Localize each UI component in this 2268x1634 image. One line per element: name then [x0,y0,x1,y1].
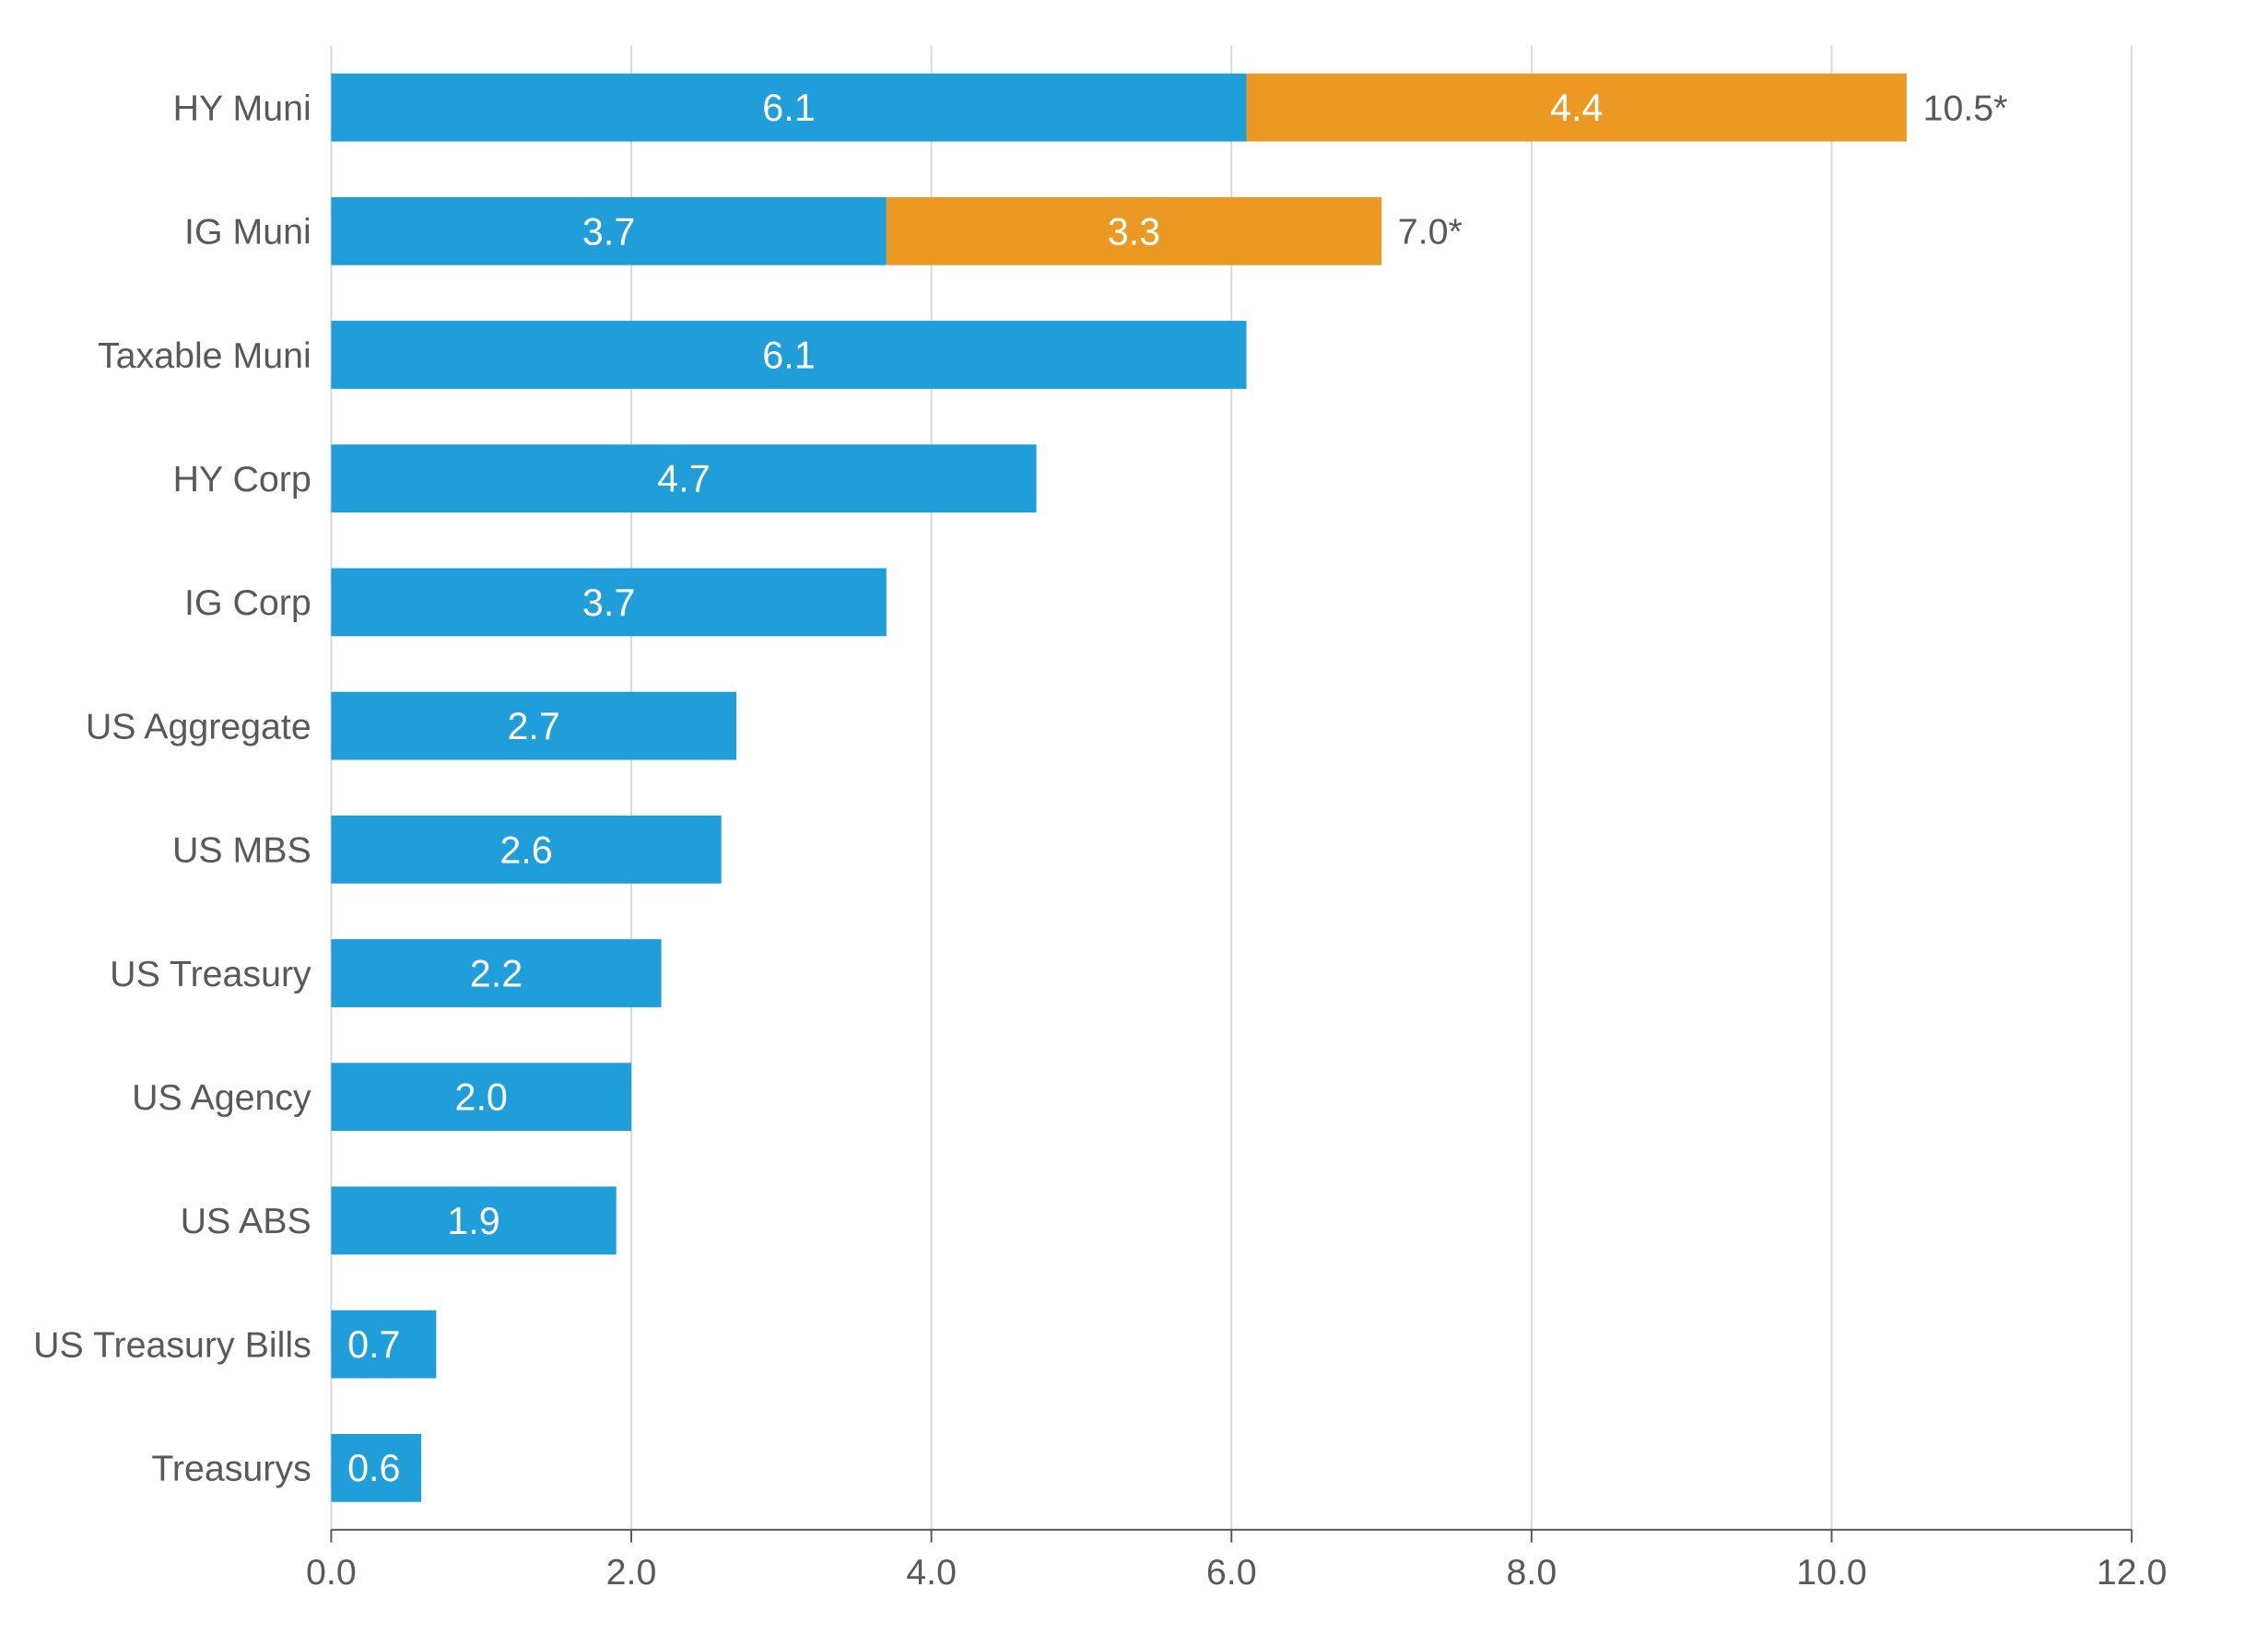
x-tick-label: 2.0 [606,1552,657,1593]
bar-value-label-primary: 2.6 [499,829,552,871]
category-label: US Treasury Bills [33,1324,311,1365]
x-tick-label: 6.0 [1206,1552,1257,1593]
bar-total-label: 10.5* [1923,88,2008,128]
bar-value-label-secondary: 4.4 [1550,87,1603,129]
category-label: HY Muni [173,88,311,128]
bar-value-label-primary: 3.7 [582,210,635,253]
bar-value-label-primary: 6.1 [762,334,815,376]
x-tick-label: 12.0 [2097,1552,2168,1593]
category-label: HY Corp [173,459,311,500]
chart-svg: 0.0 2.0 4.0 6.0 8.0 10.0 12.0 HY Muni 6.1 4.4 10.5… [18,18,2250,1616]
category-label: Taxable Muni [98,335,311,376]
bar-value-label-primary: 1.9 [447,1200,499,1242]
category-label: US Treasury [110,954,311,994]
bar-value-label-primary: 2.7 [507,705,559,747]
x-tick-label: 10.0 [1796,1552,1867,1593]
category-label: IG Muni [184,212,311,253]
bar-value-label-primary: 2.2 [470,952,523,994]
bar-chart: 0.0 2.0 4.0 6.0 8.0 10.0 12.0 HY Muni 6.1 4.4 10.5… [18,18,2250,1616]
bar-value-label-secondary: 3.3 [1108,210,1160,253]
x-tick-label: 0.0 [306,1552,357,1593]
bar-value-label-primary: 0.7 [347,1323,400,1366]
category-label: IG Corp [184,582,311,623]
bar-value-label-primary: 2.0 [454,1076,507,1119]
bar-value-label-primary: 0.6 [347,1447,400,1489]
category-label: US ABS [181,1201,311,1241]
bar-value-label-primary: 6.1 [762,87,815,129]
category-label: US MBS [172,830,311,871]
x-tick-label: 4.0 [906,1552,957,1593]
bar-value-label-primary: 3.7 [582,582,635,624]
category-label: US Agency [132,1077,311,1118]
bar-value-label-primary: 4.7 [657,458,710,500]
category-label: US Aggregate [86,706,311,746]
category-label: Treasurys [151,1449,311,1489]
bar-total-label: 7.0* [1398,212,1463,253]
x-tick-label: 8.0 [1507,1552,1557,1593]
